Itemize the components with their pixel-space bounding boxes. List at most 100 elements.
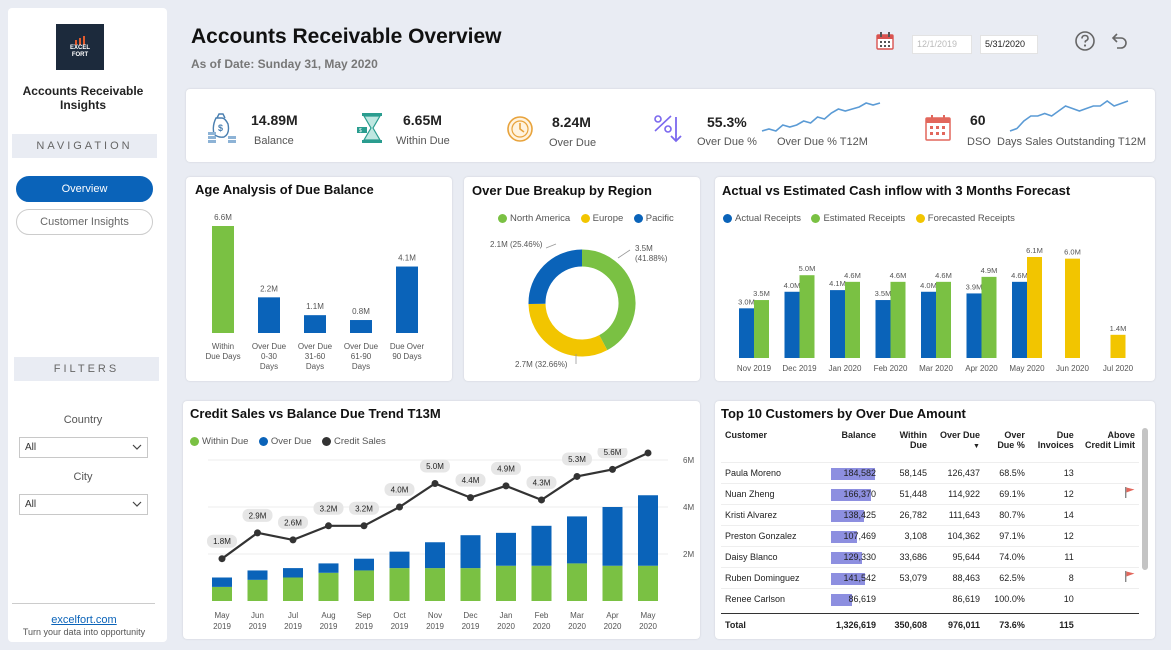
age-category-label: Due Days	[205, 352, 240, 361]
within-due-bar	[638, 565, 658, 601]
within-due-bar	[460, 568, 481, 601]
over-due-pct-cell: 62.5%	[983, 566, 1029, 588]
kpi-within-due-label: Within Due	[396, 135, 450, 147]
customer-name: Ruben Dominguez	[721, 566, 828, 588]
leader-line	[617, 249, 631, 259]
age-category-label: 90 Days	[392, 352, 421, 361]
footer-link[interactable]: excelfort.com	[51, 614, 117, 626]
dso-trend-line	[1009, 100, 1129, 132]
credit-sales-point	[573, 472, 581, 480]
slice-label-pacific: 2.1M (25.46%)	[490, 240, 543, 249]
cash-category-label: May 2020	[1009, 364, 1045, 373]
balance-cell: 129,330	[827, 545, 881, 567]
cash-bar	[1065, 258, 1080, 358]
credit-sales-label-bg	[562, 452, 592, 466]
col-above-credit-limit[interactable]: Above Credit Limit	[1084, 430, 1135, 450]
red-flag-icon	[1125, 571, 1135, 582]
within-due-bar	[354, 570, 374, 601]
credit-sales-label: 5.6M	[604, 448, 622, 457]
col-over-due[interactable]: Over Due ▼	[931, 428, 984, 462]
calendar-grid-icon	[925, 115, 951, 141]
age-category-label: Over Due	[344, 342, 379, 351]
table-row[interactable]: Ruben Dominguez 141,542 53,079 88,463 62.5% 8	[721, 566, 1139, 588]
cash-bar-label: 3.5M	[875, 289, 892, 298]
credit-limit-cell	[1077, 524, 1139, 546]
country-select[interactable]: All	[19, 437, 148, 458]
table-row[interactable]: Nuan Zheng 166,370 51,448 114,922 69.1% 12	[721, 482, 1139, 504]
table-row[interactable]: Paula Moreno 184,582 58,145 126,437 68.5% 13	[721, 461, 1139, 483]
cash-bar-label: 6.1M	[1026, 246, 1043, 255]
cash-bar	[739, 308, 754, 358]
balance-value: 138,425	[843, 509, 877, 520]
age-category-label: 31-60	[305, 352, 326, 361]
credit-category-label: 2020	[533, 622, 551, 631]
credit-category-label: 2020	[604, 622, 622, 631]
date-from-input[interactable]: 12/1/2019	[912, 35, 972, 54]
total-table: Total 1,326,619 350,608 976,011 73.6% 11…	[721, 614, 1139, 635]
balance-value: 166,370	[843, 488, 877, 499]
col-over-due-pct[interactable]: Over Due %	[997, 430, 1025, 450]
credit-sales-point	[467, 494, 474, 502]
age-category-label: Due Over	[390, 342, 425, 351]
city-select[interactable]: All	[19, 494, 148, 515]
cash-bar	[966, 293, 982, 358]
cash-bar	[1012, 281, 1027, 358]
sidebar	[8, 8, 167, 642]
customer-name: Renee Carlson	[721, 587, 828, 609]
col-due-invoices[interactable]: Due Invoices	[1037, 430, 1074, 450]
cash-bar	[936, 281, 951, 358]
over-due-pct-trend-line	[761, 102, 881, 132]
help-icon[interactable]	[1074, 30, 1096, 52]
customers-table-wrap: Customer Balance Within Due Over Due ▼ Ov…	[721, 428, 1139, 609]
col-balance[interactable]: Balance	[841, 430, 877, 440]
legend-credit-sales: Credit Sales	[322, 436, 386, 447]
legend-over-due: Over Due	[258, 436, 312, 447]
legend-within-due: Within Due	[190, 436, 248, 447]
within-due-cell	[880, 587, 931, 609]
cash-bar-label: 3.5M	[753, 289, 770, 298]
cash-bar	[784, 291, 800, 358]
percent-down-icon	[654, 115, 682, 143]
credit-sales-point	[254, 529, 261, 537]
over-due-bar	[354, 558, 374, 571]
table-row[interactable]: Kristi Alvarez 138,425 26,782 111,643 80.7% 1…	[721, 503, 1139, 525]
over-due-pct-cell: 80.7%	[983, 503, 1029, 525]
table-row[interactable]: Daisy Blanco 129,330 33,686 95,644 74.0% 11	[721, 545, 1139, 567]
date-to-input[interactable]: 5/31/2020	[980, 35, 1038, 54]
col-customer[interactable]: Customer	[725, 430, 768, 440]
credit-sales-point	[396, 503, 403, 511]
col-within-due[interactable]: Within Due	[899, 430, 927, 450]
table-row[interactable]: Renee Carlson 86,619 86,619 100.0% 10	[721, 587, 1139, 609]
balance-bar	[831, 593, 852, 606]
nav-customer-insights-button[interactable]: Customer Insights	[16, 209, 153, 235]
country-label: Country	[63, 414, 103, 426]
slice-label-north-america: 3.5M	[635, 244, 653, 253]
calendar-icon[interactable]	[875, 31, 895, 51]
dso-trend-label: Days Sales Outstanding T12M	[997, 136, 1146, 148]
credit-category-label: Sep	[357, 611, 372, 620]
cash-bar-label: 4.9M	[981, 266, 998, 275]
table-row[interactable]: Preston Gonzalez 107,469 3,108 104,362 97.1%…	[721, 524, 1139, 546]
nav-overview-button[interactable]: Overview	[16, 176, 153, 202]
table-scrollbar[interactable]	[1142, 428, 1148, 570]
cash-bar-label: 4.6M	[890, 271, 907, 280]
within-due-bar	[389, 568, 410, 601]
cash-category-label: Jan 2020	[829, 364, 862, 373]
legend-forecasted-receipts: Forecasted Receipts	[915, 213, 1015, 224]
undo-icon[interactable]	[1108, 30, 1130, 52]
due-invoices-cell: 13	[1028, 461, 1078, 483]
credit-sales-label: 1.8M	[213, 537, 231, 546]
within-due-bar	[602, 565, 623, 601]
over-due-cell: 86,619	[930, 587, 984, 609]
region-donut-chart: 3.5M(41.88%) 2.7M (32.66%) 2.1M (25.46%)	[490, 240, 668, 369]
cash-bar	[1027, 257, 1042, 358]
credit-sales-label-bg	[278, 515, 308, 529]
cash-bar	[890, 281, 906, 358]
cash-bar-label: 1.4M	[1110, 324, 1127, 333]
kpi-balance-value: 14.89M	[251, 112, 298, 128]
credit-sales-label: 2.6M	[284, 518, 302, 527]
cash-bar	[921, 291, 936, 358]
credit-category-label: Nov	[428, 611, 442, 620]
cash-inflow-title: Actual vs Estimated Cash inflow with 3 M…	[722, 183, 1071, 198]
total-label: Total	[725, 619, 746, 630]
